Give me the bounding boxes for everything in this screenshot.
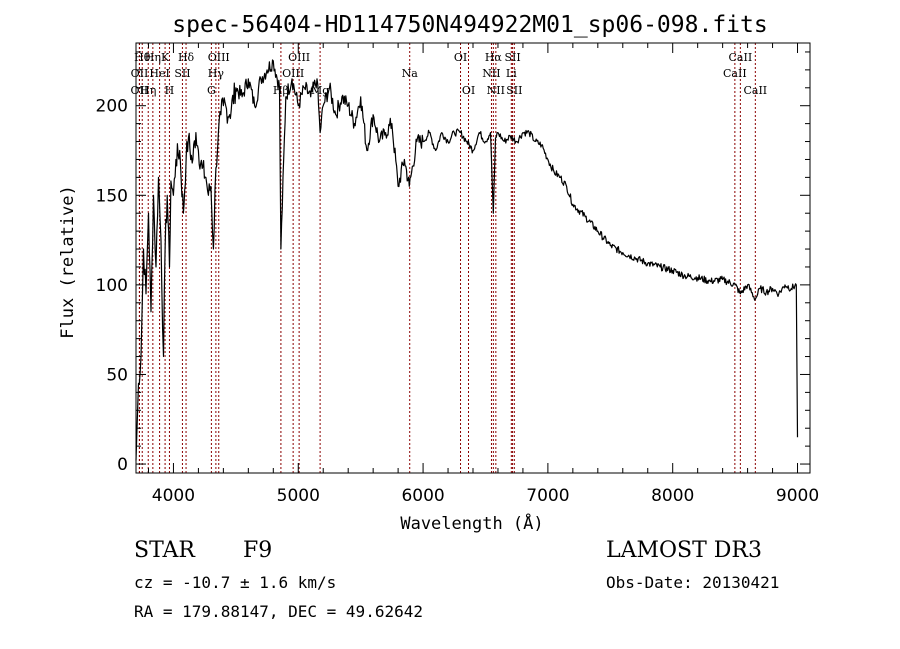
y-axis-label: Flux (relative) (58, 185, 78, 339)
observation-date: Obs-Date: 20130421 (606, 573, 780, 592)
line-marker-label: SII (506, 84, 522, 97)
object-class: STAR (134, 538, 195, 563)
line-marker-label: Li (506, 67, 517, 80)
line-marker-label: Hη (145, 51, 161, 64)
line-marker-label: K (161, 51, 170, 64)
line-marker-label: Na (402, 67, 419, 80)
line-marker-label: OI (462, 84, 475, 97)
chart-title: spec-56404-HD114750N494922M01_sp06-098.f… (172, 12, 767, 38)
y-axis: 0 50 100 150 200 (96, 51, 810, 475)
line-marker-label: Hθ (134, 51, 151, 64)
y-tick-label: 150 (96, 186, 128, 206)
plot-frame (135, 42, 811, 474)
x-axis-label: Wavelength (Å) (400, 512, 543, 534)
line-marker-label: H (165, 84, 175, 97)
line-marker-label: CaII (723, 67, 747, 80)
line-marker-label: Hγ (208, 67, 225, 80)
spectral-subclass: F9 (243, 538, 273, 563)
x-tick-label: 7000 (526, 486, 569, 506)
line-marker-label: OII (131, 67, 149, 80)
x-tick-label: 8000 (651, 486, 694, 506)
line-marker-label: OII (131, 84, 149, 97)
line-marker-label: CaII (729, 51, 753, 64)
line-marker-label: OIII (208, 51, 230, 64)
spectrum-chart: spec-56404-HD114750N494922M01_sp06-098.f… (58, 12, 819, 534)
line-marker-label: Hα (485, 51, 503, 64)
spectrum-line (135, 59, 799, 461)
y-tick-label: 0 (117, 455, 128, 475)
x-tick-label: 6000 (401, 486, 444, 506)
line-marker-label: OIII (282, 67, 304, 80)
line-marker-label: SII (504, 51, 520, 64)
line-marker-label: NII (487, 84, 505, 97)
x-axis: 4000 5000 6000 7000 8000 9000 (147, 43, 819, 506)
line-marker-label: Hη (140, 84, 156, 97)
line-marker-label: HeI (149, 67, 169, 80)
redshift-velocity: cz = -10.7 ± 1.6 km/s (134, 573, 337, 592)
y-tick-label: 100 (96, 276, 128, 296)
survey-name: LAMOST DR3 (606, 538, 762, 563)
line-marker-label: Hβ (273, 84, 289, 97)
line-marker-label: Hδ (178, 51, 195, 64)
x-tick-label: 9000 (776, 486, 819, 506)
y-tick-label: 200 (96, 97, 128, 117)
line-marker-label: NII (482, 67, 500, 80)
emission-line-labels: HθOIIOIIHηHηHeIKHSIIHδGHγOIIIHβOIIIOIIIM… (131, 51, 768, 97)
y-tick-label: 50 (106, 365, 128, 385)
sky-coordinates: RA = 179.88147, DEC = 49.62642 (134, 602, 423, 621)
x-tick-label: 5000 (277, 486, 320, 506)
line-marker-label: SII (174, 67, 190, 80)
line-marker-label: CaII (743, 84, 767, 97)
x-tick-label: 4000 (152, 486, 195, 506)
line-marker-label: G (207, 84, 216, 97)
line-marker-label: OI (454, 51, 467, 64)
line-marker-label: OIII (288, 51, 310, 64)
